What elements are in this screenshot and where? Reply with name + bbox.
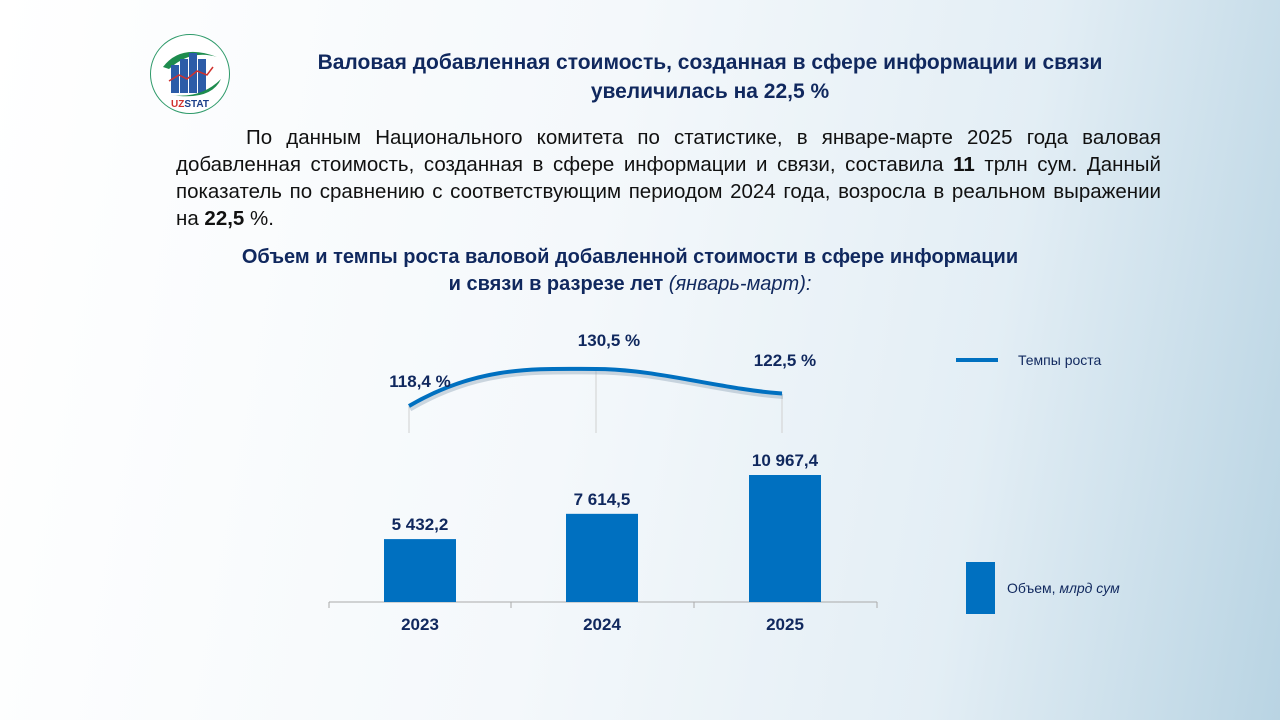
chart-title-line-1: Объем и темпы роста валовой добавленной … bbox=[241, 246, 1019, 268]
chart-title-line-2: и связи в разрезе лет bbox=[448, 273, 669, 295]
bar bbox=[384, 539, 456, 602]
line-shadow bbox=[408, 369, 784, 412]
bar-data-label: 5 432,2 bbox=[392, 515, 449, 534]
title-line-2: увеличилась на 22,5 % bbox=[590, 80, 830, 103]
legend-line-label: Темпы роста bbox=[1018, 352, 1102, 368]
bar-data-label: 10 967,4 bbox=[752, 451, 819, 470]
legend-bar-label-unit: млрд сум bbox=[1059, 580, 1120, 596]
x-tick-label: 2023 bbox=[401, 615, 439, 634]
line-data-label: 118,4 % bbox=[389, 372, 450, 391]
para-text: трлн сум. Данный показатель по сравнению… bbox=[176, 153, 1161, 230]
uzstat-logo: UZSTAT bbox=[150, 34, 230, 114]
legend-bar-swatch bbox=[966, 562, 995, 614]
chart-title: Объем и темпы роста валовой добавленной … bbox=[160, 244, 1100, 298]
legend-bar-label-main: Объем, bbox=[1007, 580, 1060, 596]
svg-text:UZSTAT: UZSTAT bbox=[171, 99, 209, 110]
x-tick-label: 2025 bbox=[766, 615, 804, 634]
summary-paragraph: По данным Национального комитета по стат… bbox=[176, 124, 1161, 232]
legend-bar-label: Объем, млрд сум bbox=[1007, 580, 1120, 596]
para-text: %. bbox=[244, 207, 274, 230]
chart-title-italic: (январь-март): bbox=[668, 273, 812, 295]
bar bbox=[566, 513, 638, 602]
line-data-label: 122,5 % bbox=[754, 351, 816, 370]
para-bold-value: 11 bbox=[953, 153, 975, 176]
bar-data-label: 7 614,5 bbox=[574, 490, 631, 509]
para-bold-value: 22,5 bbox=[204, 207, 245, 230]
x-tick-label: 2024 bbox=[583, 615, 621, 634]
para-text: По данным Национального комитета по стат… bbox=[176, 126, 1161, 176]
page-title: Валовая добавленная стоимость, созданная… bbox=[240, 48, 1180, 106]
line-data-label: 130,5 % bbox=[578, 331, 640, 350]
title-line-1: Валовая добавленная стоимость, созданная… bbox=[317, 51, 1103, 74]
bar bbox=[749, 475, 821, 602]
growth-line bbox=[407, 366, 783, 408]
